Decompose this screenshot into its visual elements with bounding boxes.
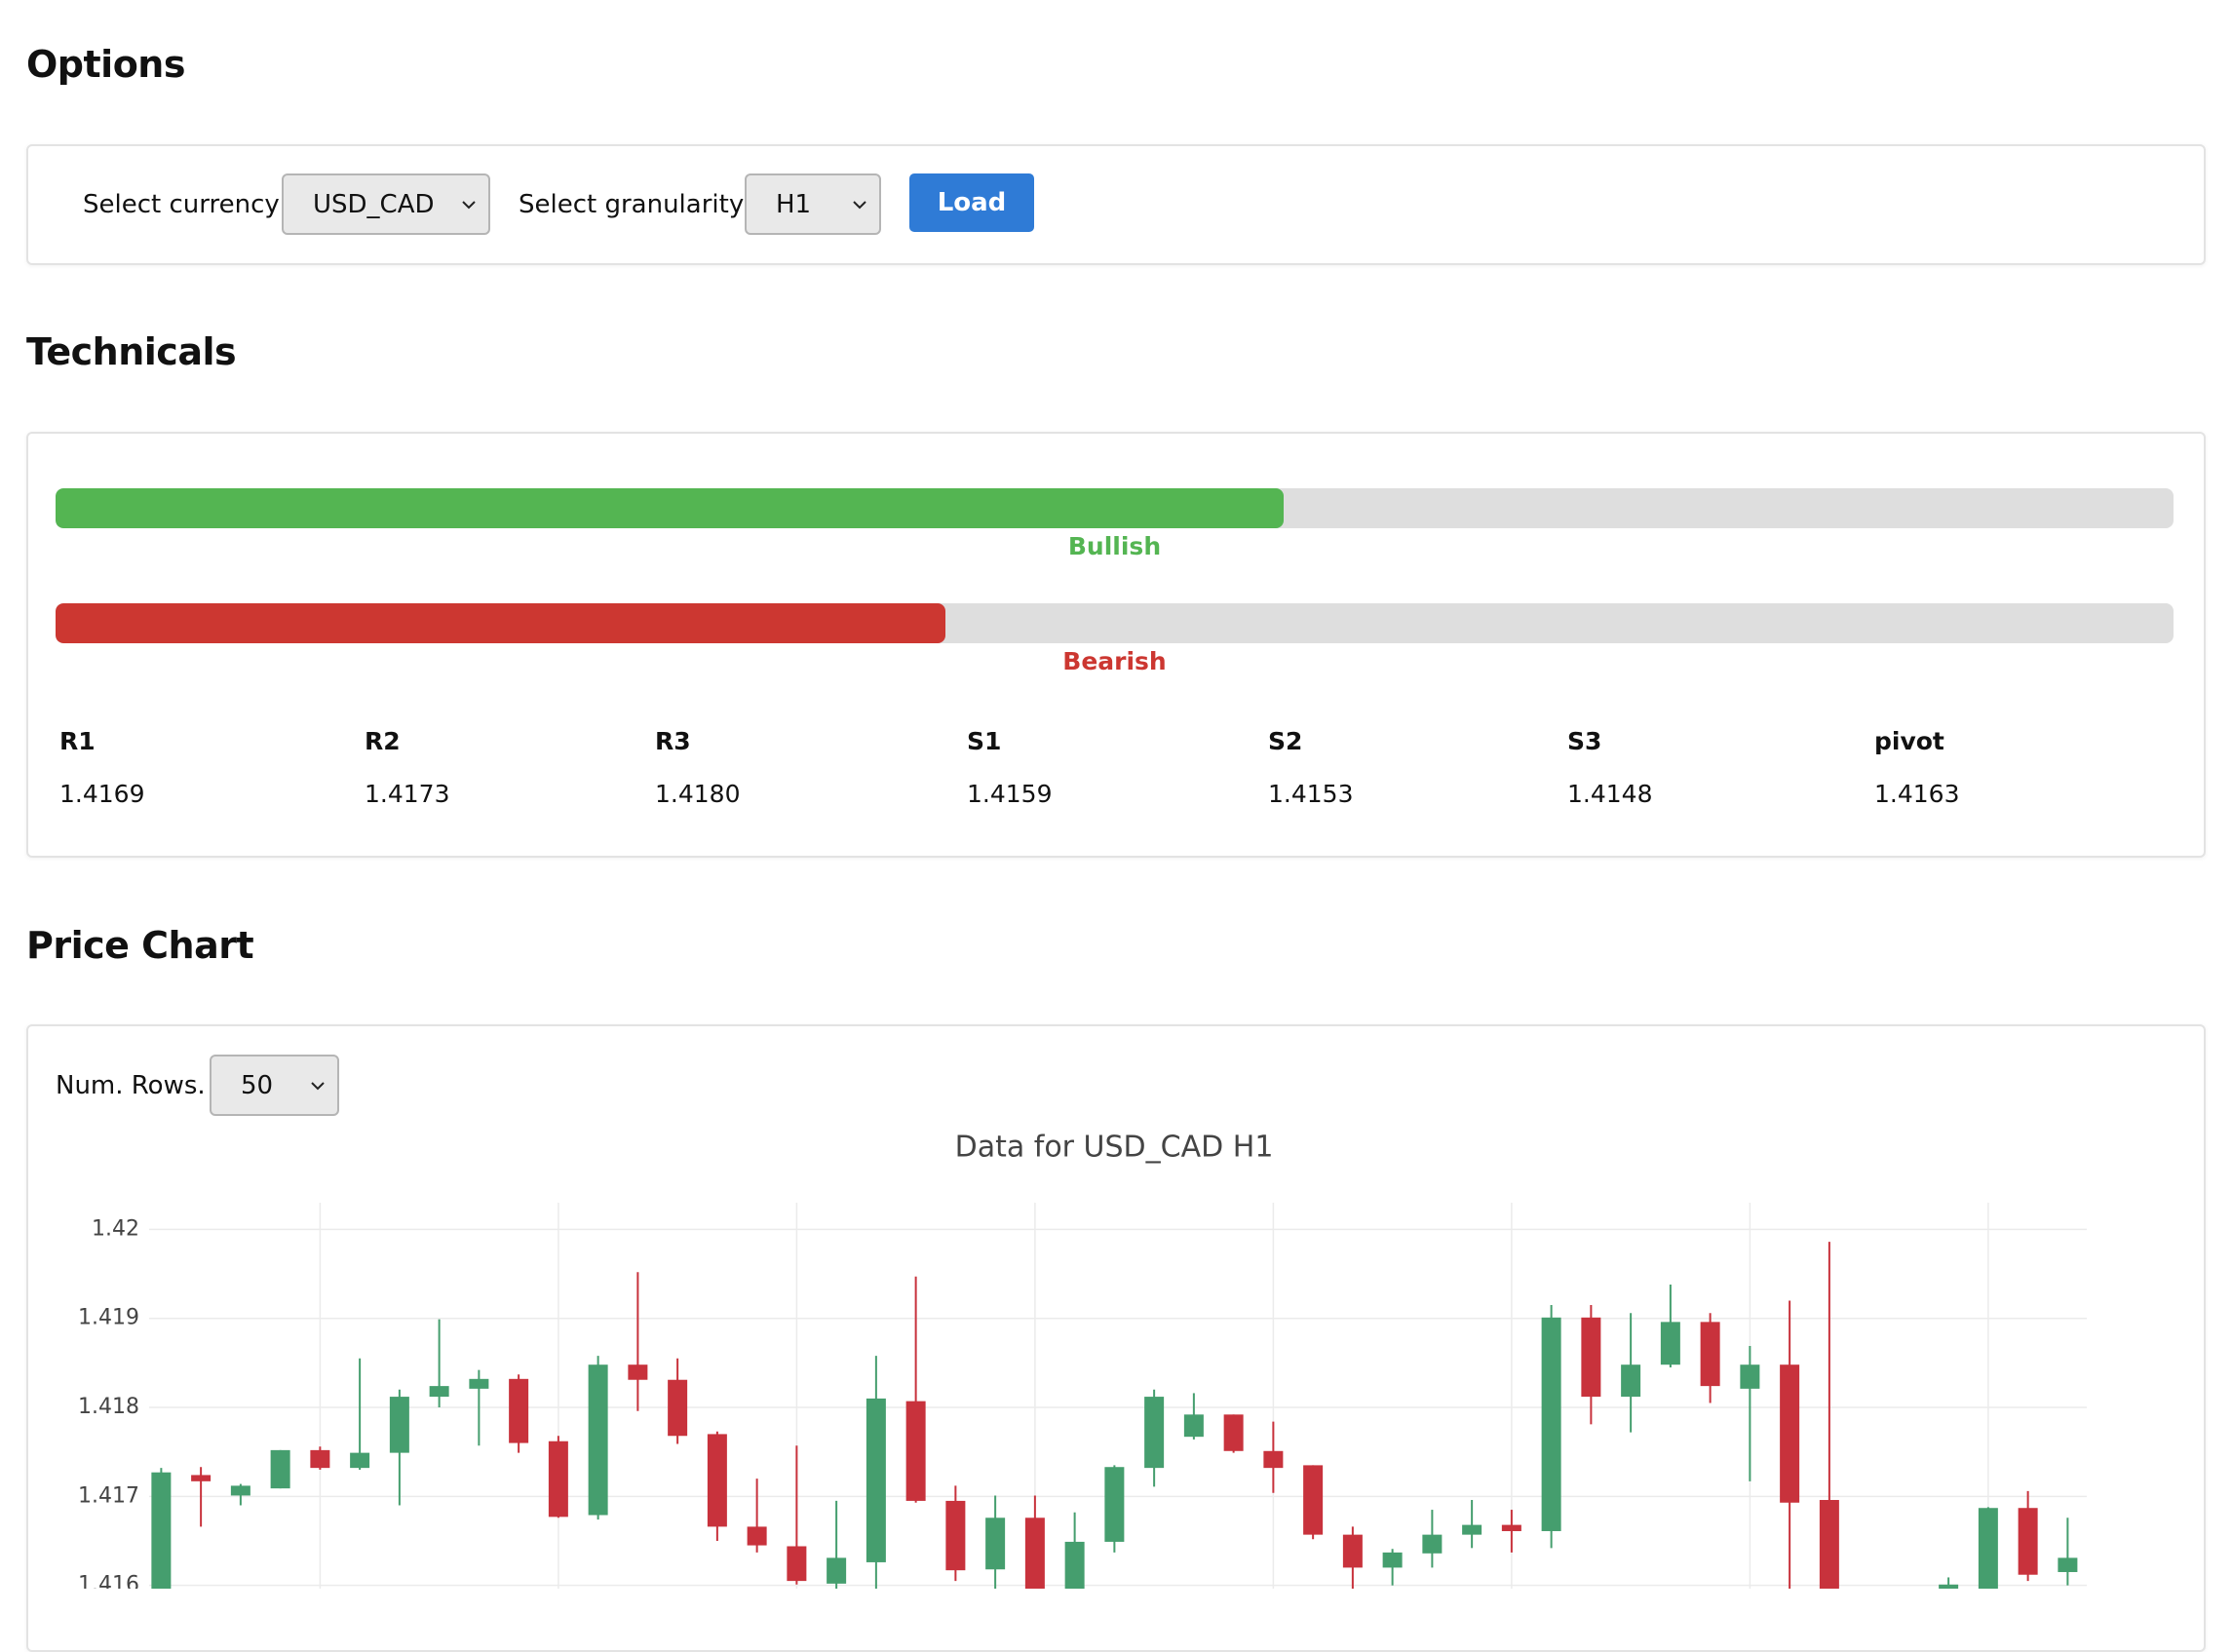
candle-body [230, 1485, 250, 1496]
y-tick-label: 1.419 [78, 1306, 139, 1330]
pivot-header: R3 [655, 727, 691, 755]
granularity-value: H1 [776, 189, 812, 219]
candle-body [548, 1441, 568, 1518]
load-button[interactable]: Load [909, 173, 1034, 232]
bearish-bar [56, 603, 945, 643]
currency-label: Select currency [83, 190, 280, 219]
candle-body [668, 1379, 688, 1437]
candle-body [588, 1364, 608, 1516]
pivot-value: 1.4148 [1567, 780, 1653, 808]
pivot-value: 1.4153 [1268, 780, 1354, 808]
candle-body [1819, 1500, 1839, 1589]
candle-body [905, 1401, 926, 1501]
candle-body [1939, 1584, 1959, 1589]
bullish-bar [56, 488, 1285, 528]
y-tick-label: 1.42 [92, 1216, 139, 1241]
candle-body [1223, 1414, 1244, 1451]
candle-body [1700, 1322, 1720, 1387]
candle-body [1064, 1541, 1085, 1589]
chevron [462, 200, 476, 209]
candle-body [1144, 1397, 1165, 1469]
pivot-value: 1.4163 [1874, 780, 1960, 808]
candle-body [945, 1500, 966, 1571]
rows-label: Num. Rows. [56, 1071, 206, 1100]
section-title: Options [26, 43, 185, 86]
candle-body [1978, 1508, 1998, 1589]
currency-select[interactable]: USD_CAD [282, 173, 490, 235]
candle-body [1581, 1317, 1601, 1398]
candle-body [1422, 1534, 1443, 1554]
bearish-label: Bearish [1062, 647, 1167, 675]
candle-body [1501, 1524, 1521, 1531]
candle-body [1382, 1552, 1403, 1568]
candle-body [429, 1386, 449, 1398]
candle-body [747, 1526, 767, 1546]
price-chart: Data for USD_CAD H1 1.416 1.417 1.418 1.419… [78, 1131, 2087, 1589]
candle-body [827, 1557, 847, 1584]
candle-body [2058, 1557, 2078, 1572]
candle-body [270, 1449, 290, 1489]
page: {"options": {"title": "Options", "curren… [26, 43, 2206, 1652]
section-title: Technicals [26, 330, 237, 373]
candle-body [1660, 1322, 1680, 1365]
options-panel: Select currency USD_CAD Select granulari… [26, 144, 2206, 265]
y-tick-label: 1.416 [78, 1573, 139, 1589]
pivot-header: pivot [1874, 727, 1944, 755]
candle-body [1024, 1518, 1045, 1589]
pivot-header: R1 [59, 727, 96, 755]
pivot-value: 1.4180 [655, 780, 741, 808]
chevron [311, 1081, 325, 1090]
granularity-select[interactable]: H1 [745, 173, 881, 235]
candle-body [1263, 1450, 1284, 1469]
candle-body [469, 1378, 489, 1389]
candle-body [1104, 1467, 1125, 1542]
pivot-header: S3 [1567, 727, 1602, 755]
candle-body [1183, 1414, 1204, 1438]
candle-body [1303, 1465, 1324, 1535]
pivot-header: S1 [967, 727, 1002, 755]
candle-body [866, 1398, 886, 1562]
candle-body [1541, 1317, 1561, 1531]
pivot-value: 1.4159 [967, 780, 1053, 808]
candle-body [1342, 1534, 1363, 1568]
candle-body [787, 1546, 807, 1582]
candle-body [310, 1449, 330, 1469]
bearish-track [56, 603, 2174, 643]
pivot-header: S2 [1268, 727, 1303, 755]
candle-body [1780, 1364, 1800, 1503]
candle-body [1462, 1524, 1482, 1535]
candle-body [389, 1397, 409, 1453]
rows-select[interactable]: 50 [210, 1055, 339, 1116]
candle-body [191, 1475, 212, 1481]
candle-body [1621, 1364, 1641, 1398]
candle-body [2018, 1508, 2038, 1575]
candle-body [628, 1364, 648, 1380]
rows-value: 50 [241, 1070, 274, 1100]
pivot-value: 1.4169 [59, 780, 145, 808]
candle-body [985, 1518, 1006, 1570]
y-tick-label: 1.418 [78, 1395, 139, 1419]
candle-body [509, 1378, 529, 1443]
bullish-track [56, 488, 2174, 528]
bullish-label: Bullish [1067, 532, 1162, 560]
candle-body [1740, 1364, 1760, 1389]
y-tick-label: 1.417 [78, 1483, 139, 1508]
section-title: Price Chart [26, 924, 254, 967]
granularity-label: Select granularity [519, 190, 745, 219]
chart-title: Data for USD_CAD H1 [955, 1131, 1274, 1165]
candle-body [707, 1434, 727, 1527]
chart-panel: Num. Rows. 50 [26, 1024, 2206, 1652]
chevron [853, 200, 866, 209]
pivot-value: 1.4173 [365, 780, 450, 808]
pivot-header: R2 [365, 727, 401, 755]
currency-value: USD_CAD [313, 189, 435, 219]
candle-body [350, 1452, 370, 1469]
candle-body [151, 1472, 172, 1589]
